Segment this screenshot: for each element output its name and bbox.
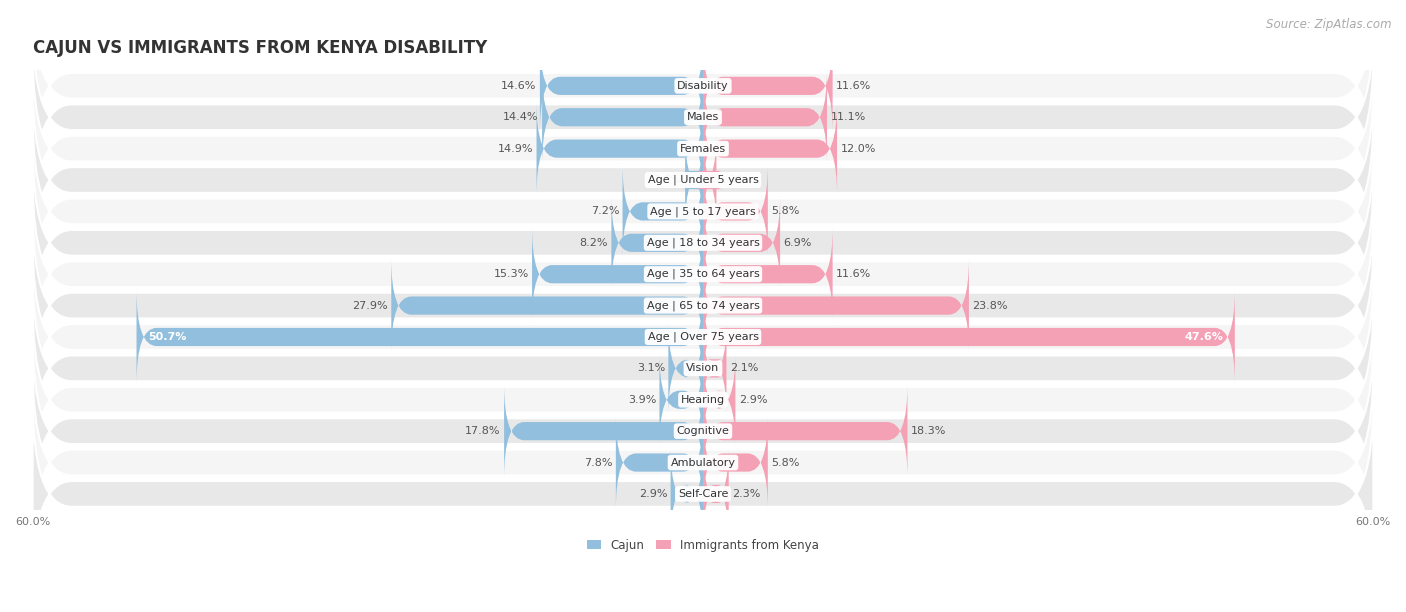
Text: 3.9%: 3.9% [627,395,657,405]
FancyBboxPatch shape [703,321,727,416]
Text: 2.1%: 2.1% [730,364,758,373]
Text: Hearing: Hearing [681,395,725,405]
Text: 11.6%: 11.6% [837,269,872,279]
Text: 6.9%: 6.9% [783,238,811,248]
FancyBboxPatch shape [703,258,969,353]
FancyBboxPatch shape [683,133,706,228]
FancyBboxPatch shape [32,397,1374,591]
Text: Ambulatory: Ambulatory [671,458,735,468]
Legend: Cajun, Immigrants from Kenya: Cajun, Immigrants from Kenya [582,534,824,556]
Text: Age | Over 75 years: Age | Over 75 years [648,332,758,342]
FancyBboxPatch shape [696,133,723,228]
FancyBboxPatch shape [32,240,1374,434]
FancyBboxPatch shape [703,447,728,542]
Text: 7.2%: 7.2% [591,206,619,217]
FancyBboxPatch shape [32,271,1374,465]
FancyBboxPatch shape [32,0,1374,183]
Text: 2.9%: 2.9% [738,395,768,405]
Text: 11.1%: 11.1% [831,112,866,122]
Text: CAJUN VS IMMIGRANTS FROM KENYA DISABILITY: CAJUN VS IMMIGRANTS FROM KENYA DISABILIT… [32,40,486,58]
Text: 23.8%: 23.8% [973,300,1008,310]
Text: 14.9%: 14.9% [498,144,533,154]
Text: Age | 65 to 74 years: Age | 65 to 74 years [647,300,759,311]
Text: 50.7%: 50.7% [148,332,186,342]
FancyBboxPatch shape [537,101,703,196]
Text: Age | Under 5 years: Age | Under 5 years [648,175,758,185]
FancyBboxPatch shape [703,384,907,479]
Text: 15.3%: 15.3% [494,269,529,279]
FancyBboxPatch shape [391,258,703,353]
FancyBboxPatch shape [32,51,1374,245]
FancyBboxPatch shape [32,83,1374,277]
FancyBboxPatch shape [616,415,703,510]
Text: 2.9%: 2.9% [638,489,668,499]
Text: Disability: Disability [678,81,728,91]
FancyBboxPatch shape [703,195,780,290]
Text: 3.1%: 3.1% [637,364,665,373]
FancyBboxPatch shape [703,415,768,510]
FancyBboxPatch shape [32,334,1374,528]
Text: 5.8%: 5.8% [770,458,800,468]
Text: Cognitive: Cognitive [676,426,730,436]
Text: 47.6%: 47.6% [1185,332,1223,342]
Text: 1.6%: 1.6% [654,175,682,185]
FancyBboxPatch shape [703,289,1234,384]
Text: Females: Females [681,144,725,154]
FancyBboxPatch shape [703,353,735,447]
Text: 7.8%: 7.8% [583,458,613,468]
FancyBboxPatch shape [623,164,703,259]
FancyBboxPatch shape [543,70,703,165]
Text: 18.3%: 18.3% [911,426,946,436]
Text: 11.6%: 11.6% [837,81,872,91]
Text: 14.6%: 14.6% [501,81,537,91]
FancyBboxPatch shape [703,70,827,165]
FancyBboxPatch shape [32,114,1374,308]
FancyBboxPatch shape [136,289,703,384]
FancyBboxPatch shape [671,447,703,542]
Text: Males: Males [688,112,718,122]
Text: 27.9%: 27.9% [353,300,388,310]
Text: 1.2%: 1.2% [720,175,748,185]
Text: Source: ZipAtlas.com: Source: ZipAtlas.com [1267,18,1392,31]
Text: 2.3%: 2.3% [733,489,761,499]
FancyBboxPatch shape [32,177,1374,371]
Text: 5.8%: 5.8% [770,206,800,217]
FancyBboxPatch shape [540,39,703,133]
FancyBboxPatch shape [32,20,1374,214]
FancyBboxPatch shape [32,209,1374,403]
FancyBboxPatch shape [703,39,832,133]
FancyBboxPatch shape [612,195,703,290]
Text: 8.2%: 8.2% [579,238,607,248]
Text: Age | 35 to 64 years: Age | 35 to 64 years [647,269,759,280]
FancyBboxPatch shape [32,303,1374,497]
Text: 12.0%: 12.0% [841,144,876,154]
FancyBboxPatch shape [531,227,703,321]
Text: Age | 5 to 17 years: Age | 5 to 17 years [650,206,756,217]
FancyBboxPatch shape [703,101,837,196]
Text: 17.8%: 17.8% [465,426,501,436]
Text: Age | 18 to 34 years: Age | 18 to 34 years [647,237,759,248]
FancyBboxPatch shape [32,365,1374,559]
Text: Self-Care: Self-Care [678,489,728,499]
Text: Vision: Vision [686,364,720,373]
FancyBboxPatch shape [659,353,703,447]
FancyBboxPatch shape [668,321,703,416]
Text: 14.4%: 14.4% [503,112,538,122]
FancyBboxPatch shape [703,227,832,321]
FancyBboxPatch shape [505,384,703,479]
FancyBboxPatch shape [32,146,1374,340]
FancyBboxPatch shape [703,164,768,259]
